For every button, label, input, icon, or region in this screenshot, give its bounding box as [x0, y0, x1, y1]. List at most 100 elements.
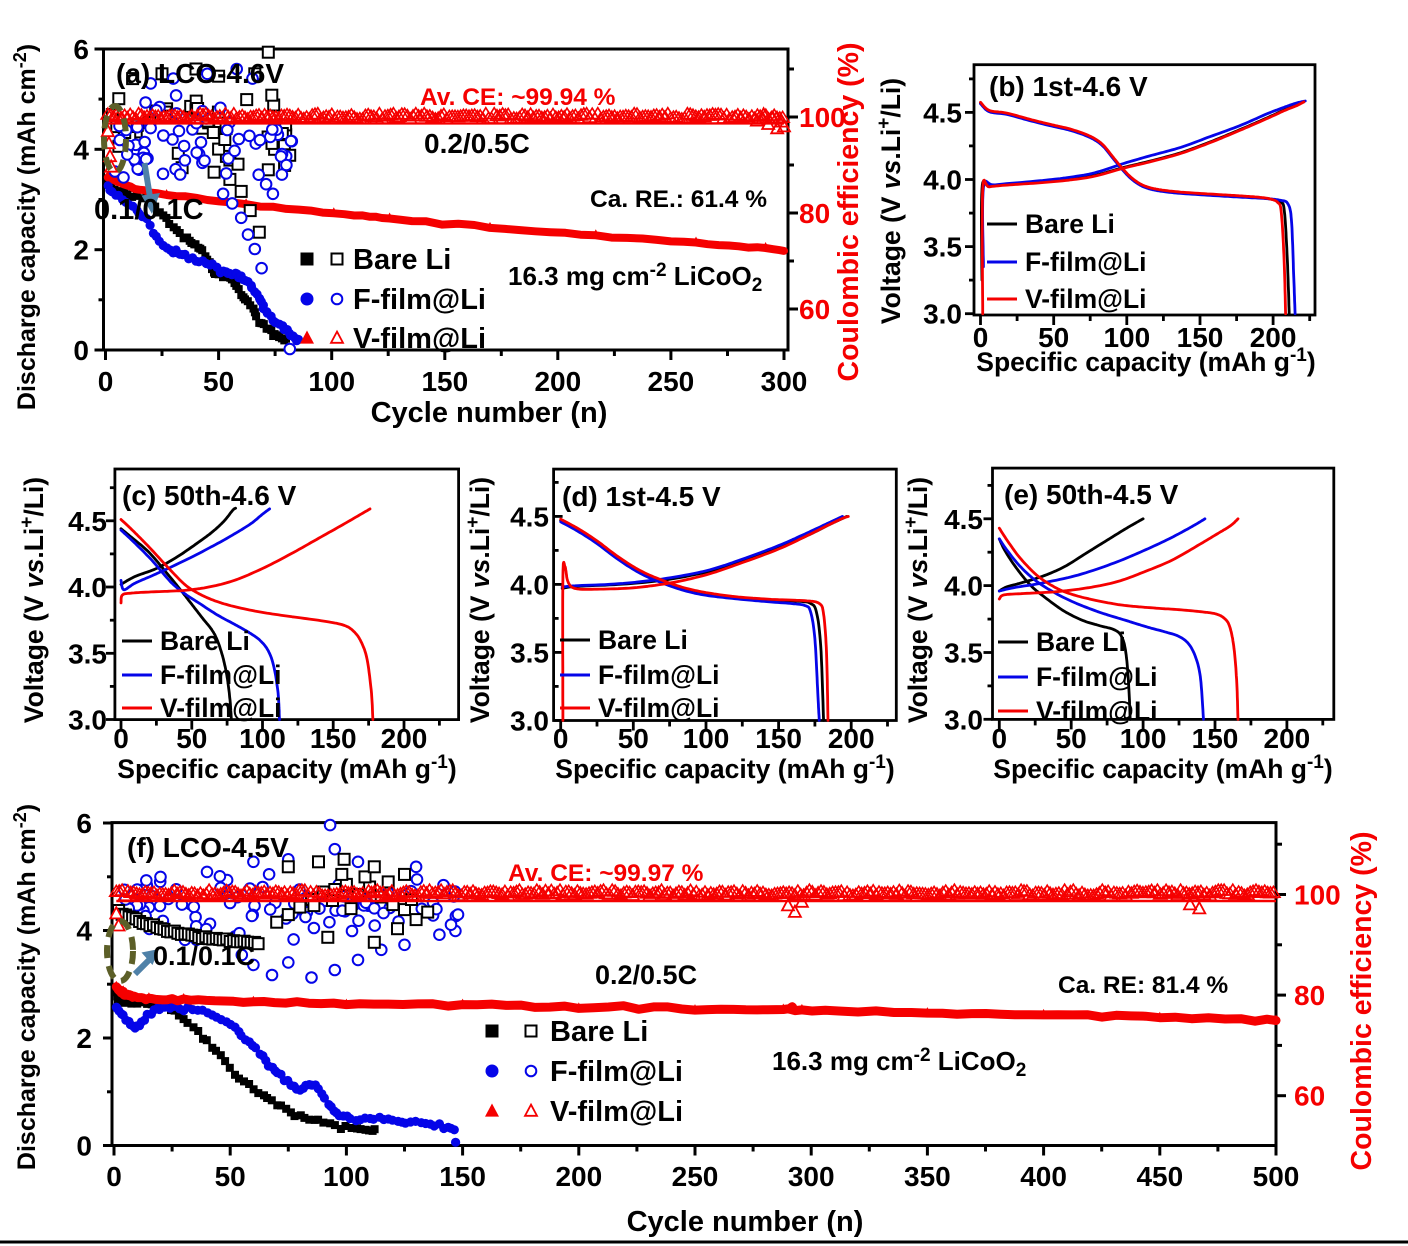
svg-text:3.0: 3.0	[923, 299, 962, 330]
svg-text:Discharge capacity (mAh cm-2​): Discharge capacity (mAh cm-2​)	[10, 804, 41, 1170]
svg-text:2: 2	[76, 1023, 92, 1054]
svg-text:50: 50	[203, 366, 234, 397]
svg-text:6: 6	[73, 34, 89, 65]
svg-text:4.0: 4.0	[944, 571, 983, 602]
svg-text:4.5: 4.5	[944, 504, 983, 535]
svg-text:250: 250	[648, 366, 695, 397]
svg-text:(d) 1st-4.5 V: (d) 1st-4.5 V	[562, 481, 721, 512]
svg-text:0: 0	[106, 1161, 122, 1192]
svg-text:100: 100	[1120, 723, 1167, 754]
svg-text:Specific capacity (mAh g-1​): Specific capacity (mAh g-1​)	[976, 345, 1315, 377]
svg-text:Coulombic efficiency (%): Coulombic efficiency (%)	[833, 43, 865, 382]
svg-text:0.2/0.5C: 0.2/0.5C	[424, 128, 530, 159]
svg-text:450: 450	[1136, 1161, 1183, 1192]
svg-text:50: 50	[618, 723, 649, 754]
svg-text:F-film@Li: F-film@Li	[353, 284, 486, 316]
svg-text:Specific capacity (mAh g-1​): Specific capacity (mAh g-1​)	[993, 752, 1332, 784]
svg-text:3.5: 3.5	[510, 637, 549, 668]
svg-text:F-film@Li: F-film@Li	[550, 1056, 683, 1088]
svg-text:250: 250	[672, 1161, 719, 1192]
svg-text:200: 200	[1250, 322, 1297, 353]
svg-text:0: 0	[76, 1131, 92, 1162]
svg-text:200: 200	[555, 1161, 602, 1192]
svg-text:150: 150	[755, 723, 802, 754]
svg-text:16.3 mg cm-2​ LiCoO2: 16.3 mg cm-2​ LiCoO2	[772, 1045, 1026, 1081]
svg-text:200: 200	[381, 723, 428, 754]
svg-text:300: 300	[761, 366, 808, 397]
svg-text:100: 100	[308, 366, 355, 397]
svg-text:500: 500	[1253, 1161, 1300, 1192]
svg-text:Bare Li: Bare Li	[1036, 627, 1126, 657]
svg-text:400: 400	[1020, 1161, 1067, 1192]
svg-text:4.0: 4.0	[923, 165, 962, 196]
svg-text:3.5: 3.5	[944, 638, 983, 669]
svg-text:Voltage (V vs.Li+​/Li): Voltage (V vs.Li+​/Li)	[874, 78, 906, 324]
svg-text:6: 6	[76, 808, 92, 839]
svg-text:(e) 50th-4.5 V: (e) 50th-4.5 V	[1004, 479, 1179, 510]
svg-text:4.5: 4.5	[68, 506, 107, 537]
svg-text:300: 300	[788, 1161, 835, 1192]
svg-text:V-film@Li: V-film@Li	[1025, 284, 1147, 314]
svg-text:50: 50	[176, 723, 207, 754]
svg-text:4.0: 4.0	[68, 572, 107, 603]
svg-text:100: 100	[1294, 880, 1341, 911]
svg-text:V-film@Li: V-film@Li	[353, 323, 486, 355]
svg-text:4: 4	[73, 134, 89, 165]
svg-text:Bare Li: Bare Li	[550, 1016, 648, 1048]
svg-text:(f) LCO-4.5V: (f) LCO-4.5V	[127, 832, 289, 863]
svg-text:150: 150	[421, 366, 468, 397]
svg-text:3.0: 3.0	[510, 705, 549, 736]
svg-text:16.3 mg cm-2​ LiCoO2: 16.3 mg cm-2​ LiCoO2	[508, 260, 762, 296]
svg-text:4.0: 4.0	[510, 569, 549, 600]
svg-text:60: 60	[1294, 1081, 1325, 1112]
svg-text:Av. CE: ~99.94 %: Av. CE: ~99.94 %	[420, 84, 616, 111]
svg-text:100: 100	[683, 723, 730, 754]
svg-text:150: 150	[1192, 723, 1239, 754]
svg-text:0: 0	[973, 322, 989, 353]
svg-text:0: 0	[73, 335, 89, 366]
svg-text:4.5: 4.5	[510, 501, 549, 532]
svg-text:V-film@Li: V-film@Li	[1036, 696, 1158, 726]
svg-text:200: 200	[1264, 723, 1311, 754]
svg-text:60: 60	[799, 294, 830, 325]
svg-text:50: 50	[1038, 322, 1069, 353]
svg-text:80: 80	[1294, 980, 1325, 1011]
svg-text:0: 0	[113, 723, 129, 754]
svg-text:0: 0	[553, 723, 569, 754]
svg-text:Cycle number (n): Cycle number (n)	[627, 1206, 864, 1238]
svg-text:Bare Li: Bare Li	[598, 625, 688, 655]
svg-text:100: 100	[239, 723, 286, 754]
svg-text:(b) 1st-4.6 V: (b) 1st-4.6 V	[989, 71, 1148, 102]
svg-text:Av. CE: ~99.97 %: Av. CE: ~99.97 %	[508, 860, 704, 887]
svg-text:200: 200	[828, 723, 875, 754]
svg-text:Voltage (V vs.Li+​/Li): Voltage (V vs.Li+​/Li)	[901, 477, 933, 723]
svg-text:(c) 50th-4.6 V: (c) 50th-4.6 V	[122, 480, 297, 511]
svg-text:100: 100	[799, 102, 846, 133]
svg-text:100: 100	[1103, 322, 1150, 353]
svg-text:50: 50	[215, 1161, 246, 1192]
svg-text:3.0: 3.0	[944, 704, 983, 735]
svg-text:Voltage (V vs.Li+​/Li): Voltage (V vs.Li+​/Li)	[17, 477, 49, 723]
svg-text:V-film@Li: V-film@Li	[598, 693, 720, 723]
svg-text:F-film@Li: F-film@Li	[1036, 662, 1158, 692]
svg-text:350: 350	[904, 1161, 951, 1192]
svg-text:Discharge capacity (mAh cm-2​): Discharge capacity (mAh cm-2​)	[10, 44, 41, 410]
svg-text:4.5: 4.5	[923, 97, 962, 128]
svg-text:0.1/0.1C: 0.1/0.1C	[94, 194, 204, 226]
svg-text:Voltage (V vs.Li+​/Li): Voltage (V vs.Li+​/Li)	[463, 477, 495, 723]
svg-text:Bare Li: Bare Li	[1025, 209, 1115, 239]
svg-text:0: 0	[98, 366, 114, 397]
svg-text:Specific capacity (mAh g-1​): Specific capacity (mAh g-1​)	[117, 752, 456, 784]
svg-text:V-film@Li: V-film@Li	[550, 1096, 683, 1128]
svg-text:Specific capacity (mAh g-1​): Specific capacity (mAh g-1​)	[555, 752, 894, 784]
svg-text:0.1/0.1C: 0.1/0.1C	[153, 941, 255, 971]
svg-text:3.5: 3.5	[923, 232, 962, 263]
svg-text:F-film@Li: F-film@Li	[598, 660, 720, 690]
svg-text:150: 150	[1177, 322, 1224, 353]
svg-text:0.2/0.5C: 0.2/0.5C	[595, 960, 697, 990]
svg-text:50: 50	[1056, 723, 1087, 754]
svg-text:Cycle number (n): Cycle number (n)	[371, 397, 608, 429]
svg-text:F-film@Li: F-film@Li	[160, 660, 282, 690]
svg-text:(a) LCO-4.6V: (a) LCO-4.6V	[116, 58, 284, 89]
svg-text:0: 0	[992, 723, 1008, 754]
